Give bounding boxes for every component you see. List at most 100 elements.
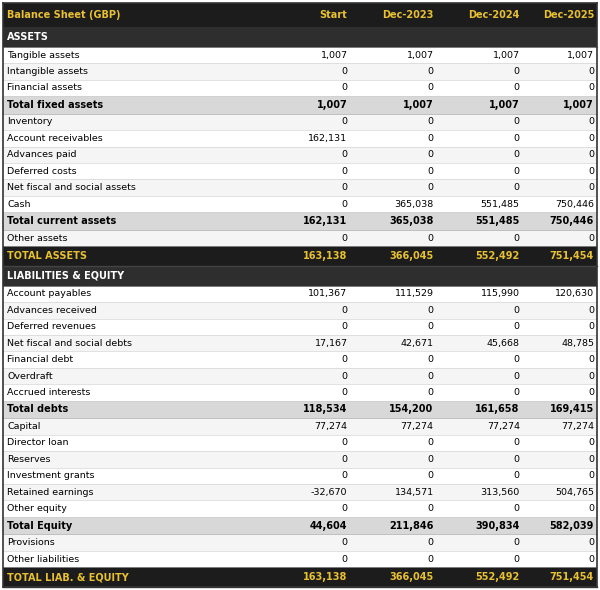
Text: Tangible assets: Tangible assets (7, 51, 80, 60)
Text: 0: 0 (514, 167, 520, 176)
Text: 1,007: 1,007 (493, 51, 520, 60)
Bar (3, 517, 597, 535)
Text: 0: 0 (341, 538, 347, 547)
Text: 0: 0 (588, 150, 594, 159)
Text: Deferred costs: Deferred costs (7, 167, 77, 176)
Text: Capital: Capital (7, 422, 40, 431)
Text: 45,668: 45,668 (487, 339, 520, 348)
Text: 751,454: 751,454 (550, 251, 594, 261)
Bar (3, 384, 597, 401)
Text: 0: 0 (341, 83, 347, 93)
Text: 552,492: 552,492 (476, 572, 520, 582)
Text: 120,630: 120,630 (555, 290, 594, 299)
Text: Deferred revenues: Deferred revenues (7, 322, 96, 331)
Text: 0: 0 (514, 555, 520, 563)
Text: 0: 0 (588, 471, 594, 480)
Text: 0: 0 (341, 372, 347, 381)
Text: Total debts: Total debts (7, 405, 68, 415)
Bar (3, 302, 597, 319)
Bar (3, 535, 597, 551)
Text: 0: 0 (588, 67, 594, 76)
Text: Cash: Cash (7, 199, 31, 208)
Text: 0: 0 (341, 199, 347, 208)
Text: 0: 0 (341, 555, 347, 563)
Text: 0: 0 (514, 455, 520, 464)
Text: Net fiscal and social assets: Net fiscal and social assets (7, 183, 136, 192)
Text: 1,007: 1,007 (563, 100, 594, 110)
Text: 551,485: 551,485 (475, 216, 520, 226)
Bar (3, 80, 597, 96)
Text: 1,007: 1,007 (320, 51, 347, 60)
Text: 0: 0 (428, 234, 434, 242)
Text: 0: 0 (514, 234, 520, 242)
Text: 365,038: 365,038 (394, 199, 434, 208)
Text: 1,007: 1,007 (567, 51, 594, 60)
Text: Retained earnings: Retained earnings (7, 488, 94, 497)
Bar (3, 47, 597, 63)
Text: 0: 0 (341, 234, 347, 242)
Text: 0: 0 (514, 438, 520, 447)
Bar (3, 484, 597, 500)
Bar (3, 467, 597, 484)
Text: 0: 0 (588, 83, 594, 93)
Text: 0: 0 (514, 83, 520, 93)
Text: ASSETS: ASSETS (7, 32, 49, 42)
Text: 0: 0 (588, 538, 594, 547)
Text: 0: 0 (514, 538, 520, 547)
Text: 211,846: 211,846 (389, 520, 434, 530)
Text: Other assets: Other assets (7, 234, 67, 242)
Text: 0: 0 (514, 355, 520, 364)
Text: 0: 0 (428, 372, 434, 381)
Bar (3, 246, 597, 266)
Text: Investment grants: Investment grants (7, 471, 95, 480)
Text: 0: 0 (514, 134, 520, 143)
Bar (3, 451, 597, 467)
Text: 0: 0 (588, 555, 594, 563)
Text: Provisions: Provisions (7, 538, 55, 547)
Text: Financial assets: Financial assets (7, 83, 82, 93)
Bar (3, 266, 597, 286)
Bar (3, 196, 597, 212)
Text: 0: 0 (588, 234, 594, 242)
Bar (3, 368, 597, 384)
Text: 162,131: 162,131 (303, 216, 347, 226)
Text: 0: 0 (588, 504, 594, 513)
Text: 0: 0 (588, 183, 594, 192)
Text: 44,604: 44,604 (310, 520, 347, 530)
Text: 115,990: 115,990 (481, 290, 520, 299)
Text: Total current assets: Total current assets (7, 216, 116, 226)
Text: Reserves: Reserves (7, 455, 50, 464)
Bar (3, 435, 597, 451)
Text: 0: 0 (341, 388, 347, 397)
Text: Overdraft: Overdraft (7, 372, 53, 381)
Text: 0: 0 (514, 67, 520, 76)
Text: 750,446: 750,446 (550, 216, 594, 226)
Text: 0: 0 (428, 555, 434, 563)
Text: 0: 0 (341, 117, 347, 126)
Text: 0: 0 (341, 438, 347, 447)
Text: 390,834: 390,834 (475, 520, 520, 530)
Text: 0: 0 (341, 167, 347, 176)
Text: 0: 0 (428, 150, 434, 159)
Bar (3, 401, 597, 418)
Text: 0: 0 (588, 388, 594, 397)
Text: Balance Sheet (GBP): Balance Sheet (GBP) (7, 10, 121, 20)
Text: Total fixed assets: Total fixed assets (7, 100, 103, 110)
Text: 0: 0 (428, 134, 434, 143)
Text: 0: 0 (341, 67, 347, 76)
Text: 582,039: 582,039 (550, 520, 594, 530)
Text: 0: 0 (341, 455, 347, 464)
Text: 0: 0 (588, 455, 594, 464)
Bar (3, 567, 597, 587)
Text: 0: 0 (428, 504, 434, 513)
Text: 504,765: 504,765 (555, 488, 594, 497)
Text: 0: 0 (514, 322, 520, 331)
Text: 0: 0 (341, 183, 347, 192)
Text: 161,658: 161,658 (475, 405, 520, 415)
Bar (3, 27, 597, 47)
Text: 0: 0 (341, 306, 347, 315)
Text: 0: 0 (588, 355, 594, 364)
Text: 101,367: 101,367 (308, 290, 347, 299)
Text: 1,007: 1,007 (407, 51, 434, 60)
Bar (3, 212, 597, 230)
